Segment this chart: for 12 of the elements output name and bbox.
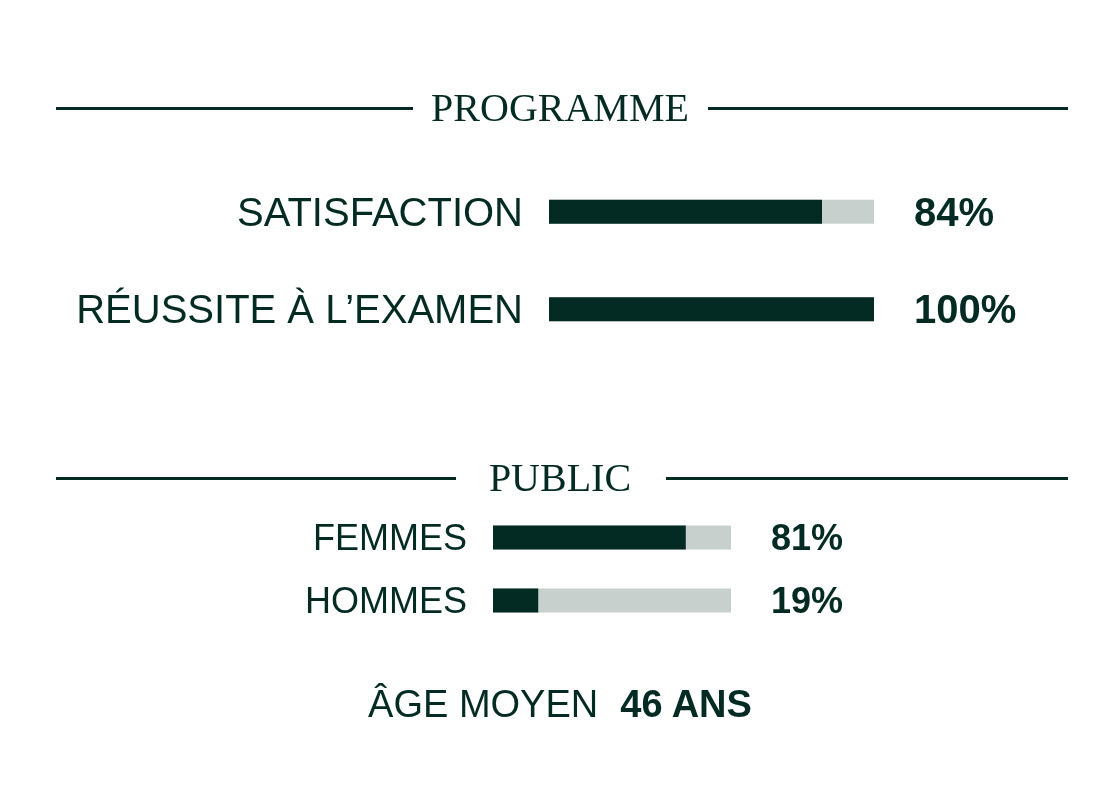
data-label: 100% — [914, 287, 1017, 332]
text: ÂGE MOYEN — [368, 683, 599, 725]
data-label: 81% — [771, 517, 844, 558]
data-label: 84% — [914, 189, 995, 234]
text: 46 ANS — [620, 683, 752, 725]
y-tick-label: HOMMES — [305, 580, 467, 621]
y-tick-label: SATISFACTION — [237, 189, 523, 234]
data-label: 19% — [771, 580, 844, 621]
y-tick-label: FEMMES — [312, 517, 467, 558]
y-tick-label: RÉUSSITE À L’EXAMEN — [76, 287, 523, 332]
chart-title: PUBLIC — [487, 454, 633, 502]
chart-title: PROGRAMME — [430, 84, 690, 132]
